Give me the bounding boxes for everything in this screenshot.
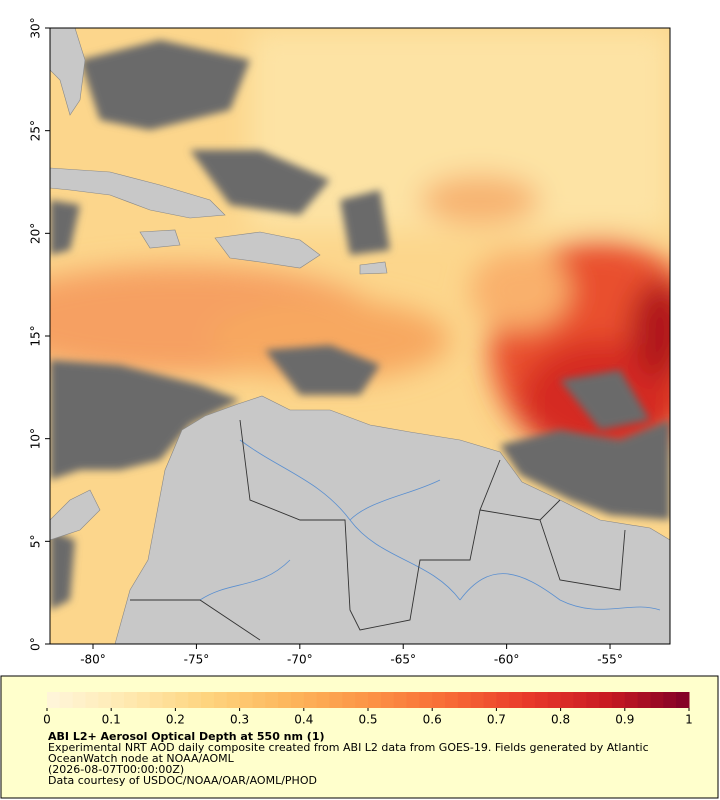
x-tick-label: -70° bbox=[287, 653, 313, 667]
colorbar-cell bbox=[355, 692, 369, 708]
colorbar-tick-label: 0.8 bbox=[551, 713, 570, 727]
colorbar-cell bbox=[509, 692, 523, 708]
colorbar-cell bbox=[637, 692, 651, 708]
colorbar-cell bbox=[432, 692, 446, 708]
colorbar-tick-label: 0.9 bbox=[615, 713, 634, 727]
colorbar-cell bbox=[457, 692, 472, 708]
colorbar-cell bbox=[496, 692, 510, 708]
colorbar-cell bbox=[290, 692, 305, 708]
colorbar-cell bbox=[650, 692, 664, 708]
colorbar-cell bbox=[278, 692, 292, 708]
colorbar-cell bbox=[162, 692, 176, 708]
colorbar-cell bbox=[303, 692, 318, 708]
info-text: ABI L2+ Aerosol Optical Depth at 550 nm … bbox=[48, 731, 688, 786]
colorbar-cell bbox=[380, 692, 395, 708]
colorbar-cell bbox=[226, 692, 241, 708]
colorbar-cell bbox=[342, 692, 356, 708]
colorbar-cell bbox=[522, 692, 536, 708]
colorbar-cell bbox=[175, 692, 189, 708]
colorbar-cell bbox=[534, 692, 549, 708]
description: Experimental NRT AOD daily composite cre… bbox=[48, 741, 649, 765]
y-tick-label: 25° bbox=[29, 120, 43, 141]
colorbar-tick-label: 0.2 bbox=[166, 713, 185, 727]
colorbar-cell bbox=[393, 692, 408, 708]
colorbar-cell bbox=[136, 692, 151, 708]
colorbar-tick-label: 0.1 bbox=[102, 713, 121, 727]
colorbar-cell bbox=[599, 692, 613, 708]
x-tick-label: -60° bbox=[494, 653, 520, 667]
colorbar-tick-label: 1 bbox=[685, 713, 693, 727]
colorbar-cell bbox=[560, 692, 574, 708]
colorbar-cell bbox=[586, 692, 600, 708]
colorbar-cell bbox=[676, 692, 690, 708]
colorbar-cell bbox=[47, 692, 61, 708]
colorbar-cell bbox=[316, 692, 330, 708]
y-tick-label: 20° bbox=[29, 223, 43, 244]
colorbar-cell bbox=[201, 692, 215, 708]
colorbar-cell bbox=[213, 692, 228, 708]
colorbar-cell bbox=[252, 692, 266, 708]
colorbar-cell bbox=[445, 692, 459, 708]
colorbar-tick-label: 0 bbox=[43, 713, 51, 727]
title: ABI L2+ Aerosol Optical Depth at 550 nm … bbox=[48, 730, 325, 743]
colorbar-cell bbox=[85, 692, 99, 708]
x-tick-label: -65° bbox=[390, 653, 416, 667]
y-tick-label: 5° bbox=[29, 535, 43, 549]
colorbar-cell bbox=[483, 692, 497, 708]
colorbar-cell bbox=[573, 692, 587, 708]
colorbar-cell bbox=[149, 692, 164, 708]
date: (2026-08-07T00:00:00Z) bbox=[48, 763, 185, 776]
colorbar-cell bbox=[59, 692, 74, 708]
colorbar-cell bbox=[470, 692, 485, 708]
no-data bbox=[50, 40, 670, 610]
colorbar-tick-label: 0.4 bbox=[294, 713, 313, 727]
x-tick-label: -55° bbox=[597, 653, 623, 667]
colorbar-tick-label: 0.7 bbox=[487, 713, 506, 727]
colorbar-cell bbox=[98, 692, 112, 708]
colorbar-cell bbox=[368, 692, 382, 708]
colorbar-cell bbox=[265, 692, 279, 708]
colorbar-tick-label: 0.3 bbox=[230, 713, 249, 727]
y-tick-label: 15° bbox=[29, 325, 43, 346]
colorbar-cell bbox=[419, 692, 433, 708]
x-tick-label: -80° bbox=[80, 653, 106, 667]
colorbar-cell bbox=[239, 692, 253, 708]
x-tick-label: -75° bbox=[184, 653, 210, 667]
colorbar-cell bbox=[124, 692, 138, 708]
colorbar-cell bbox=[72, 692, 87, 708]
colorbar-tick-label: 0.6 bbox=[423, 713, 442, 727]
colorbar-cell bbox=[188, 692, 202, 708]
rivers bbox=[199, 439, 661, 611]
borders bbox=[130, 419, 626, 641]
credit: Data courtesy of USDOC/NOAA/OAR/AOML/PHO… bbox=[48, 774, 317, 787]
colorbar-cell bbox=[547, 692, 562, 708]
colorbar-cell bbox=[624, 692, 639, 708]
colorbar-cell bbox=[611, 692, 626, 708]
y-tick-label: 30° bbox=[29, 17, 43, 38]
y-tick-label: 0° bbox=[29, 637, 43, 651]
colorbar-tick-label: 0.5 bbox=[358, 713, 377, 727]
colorbar-cell bbox=[406, 692, 420, 708]
colorbar-cell bbox=[329, 692, 343, 708]
y-tick-label: 10° bbox=[29, 428, 43, 449]
colorbar-cell bbox=[111, 692, 125, 708]
colorbar-cell bbox=[663, 692, 677, 708]
map-field bbox=[50, 28, 670, 644]
